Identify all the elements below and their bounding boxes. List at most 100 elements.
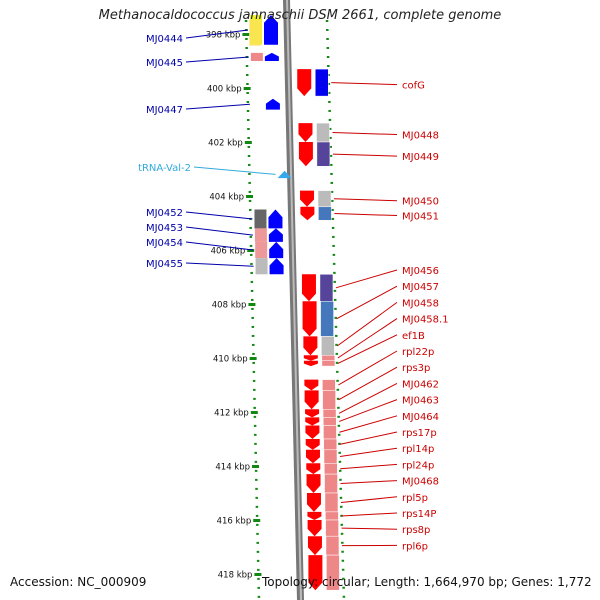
top-gene-highlight: [249, 20, 261, 46]
axis-tick: [242, 33, 250, 36]
gene-shade: [326, 554, 340, 591]
axis-tick: [247, 249, 255, 252]
gene-leader-line: [339, 447, 398, 458]
trna-label-trna-val-2: tRNA-Val-2: [138, 163, 191, 174]
gene-label-mj0452: MJ0452: [146, 208, 183, 219]
axis-tick: [246, 195, 254, 198]
gene-shade: [324, 492, 339, 513]
gene-shade: [314, 68, 329, 97]
gene-arrow-reverse: [269, 241, 284, 259]
axis-tick: [248, 303, 256, 306]
gene-shade: [318, 206, 332, 221]
gene-label-mj0448: MJ0448: [402, 131, 439, 142]
gene-shade: [325, 535, 340, 556]
gene-shade: [250, 52, 263, 61]
gene-arrow-reverse: [264, 15, 278, 45]
gene-arrow-forward: [305, 409, 320, 418]
trna-marker: [277, 170, 292, 179]
gene-shade: [316, 141, 331, 167]
axis-tick-label: 398 kbp: [206, 31, 241, 41]
axis-tick-label: 408 kbp: [212, 301, 247, 311]
gene-label-rpl24p: rpl24p: [402, 460, 434, 471]
gene-label-mj0462: MJ0462: [402, 379, 439, 390]
gene-label-rpl14p: rpl14p: [402, 444, 434, 455]
gene-leader-line: [185, 211, 253, 220]
gene-label-ef1b: ef1B: [402, 331, 425, 342]
gene-shade: [325, 511, 339, 521]
gene-arrow-forward: [304, 379, 319, 391]
gene-arrow-forward: [298, 142, 313, 167]
gene-shade: [255, 241, 268, 259]
gene-shade: [255, 258, 268, 275]
gene-label-mj0453: MJ0453: [146, 223, 183, 234]
gene-arrow-forward: [307, 536, 322, 556]
gene-label-cofg: cofG: [402, 81, 425, 92]
gene-label-rpl22p: rpl22p: [402, 347, 434, 358]
gene-leader-line: [339, 415, 398, 433]
gene-label-mj0458-1: MJ0458.1: [402, 315, 449, 326]
gene-shade: [322, 409, 337, 418]
gene-leader-line: [331, 82, 398, 86]
gene-label-rpl6p: rpl6p: [402, 541, 428, 552]
gene-arrow-forward: [300, 206, 315, 221]
gene-leader-line: [337, 334, 398, 364]
gene-arrow-forward: [305, 425, 320, 439]
gene-leader-line: [338, 366, 398, 401]
axis-tick: [252, 465, 260, 468]
topology-label: Topology: circular; Length: 1,664,970 bp…: [262, 575, 592, 589]
axis-tick: [254, 573, 262, 576]
gene-leader-line: [185, 56, 249, 63]
gene-leader-line: [339, 431, 398, 445]
gene-label-mj0454: MJ0454: [146, 238, 183, 249]
axis-tick: [243, 87, 251, 90]
gene-shade: [323, 438, 337, 451]
gene-arrow-forward: [307, 511, 322, 520]
gene-arrow-reverse: [268, 228, 283, 242]
gene-arrow-forward: [303, 336, 318, 356]
gene-label-mj0463: MJ0463: [402, 396, 439, 407]
gene-leader-line: [340, 496, 398, 503]
trna-leader-line: [193, 166, 276, 175]
gene-shade: [322, 390, 336, 410]
gene-label-mj0456: MJ0456: [402, 266, 439, 277]
gene-shade: [324, 473, 338, 494]
gene-label-rps3p: rps3p: [402, 363, 430, 374]
gene-arrow-forward: [306, 474, 321, 493]
gene-leader-line: [338, 350, 398, 386]
gene-leader-line: [341, 512, 398, 517]
gene-label-mj0464: MJ0464: [402, 412, 439, 423]
gene-label-mj0449: MJ0449: [402, 152, 439, 163]
gene-arrow-reverse: [264, 52, 279, 61]
gene-shade: [317, 190, 332, 208]
gene-leader-line: [334, 213, 398, 217]
gene-arrow-reverse: [269, 258, 284, 275]
gene-leader-line: [334, 198, 398, 202]
gene-leader-line: [341, 527, 398, 530]
axis-tick-label: 410 kbp: [213, 355, 248, 365]
gene-shade: [322, 379, 336, 391]
gene-leader-line: [185, 226, 253, 236]
gene-label-mj0445: MJ0445: [146, 58, 183, 69]
gene-label-mj0444: MJ0444: [146, 34, 183, 45]
axis-tick-label: 406 kbp: [211, 247, 246, 257]
gene-arrow-forward: [304, 390, 319, 410]
gene-label-mj0455: MJ0455: [146, 259, 183, 270]
gene-arrow-forward: [306, 493, 321, 512]
axis-tick: [249, 357, 257, 360]
gene-shade: [325, 519, 339, 537]
gene-label-rps8p: rps8p: [402, 525, 430, 536]
gene-leader-line: [185, 29, 249, 39]
gene-arrow-forward: [297, 69, 312, 97]
gene-arrow-forward: [305, 439, 320, 450]
gene-label-mj0451: MJ0451: [402, 212, 439, 223]
gene-shade: [322, 417, 337, 426]
gene-leader-line: [185, 103, 250, 110]
gene-label-mj0450: MJ0450: [402, 197, 439, 208]
gene-shade: [319, 274, 334, 302]
gene-shade: [316, 122, 330, 143]
gene-label-rps14p: rps14P: [402, 509, 436, 520]
gene-shade: [323, 449, 338, 464]
gene-arrow-reverse: [265, 98, 280, 110]
gene-shade: [321, 355, 336, 361]
gene-label-mj0468: MJ0468: [402, 477, 439, 488]
